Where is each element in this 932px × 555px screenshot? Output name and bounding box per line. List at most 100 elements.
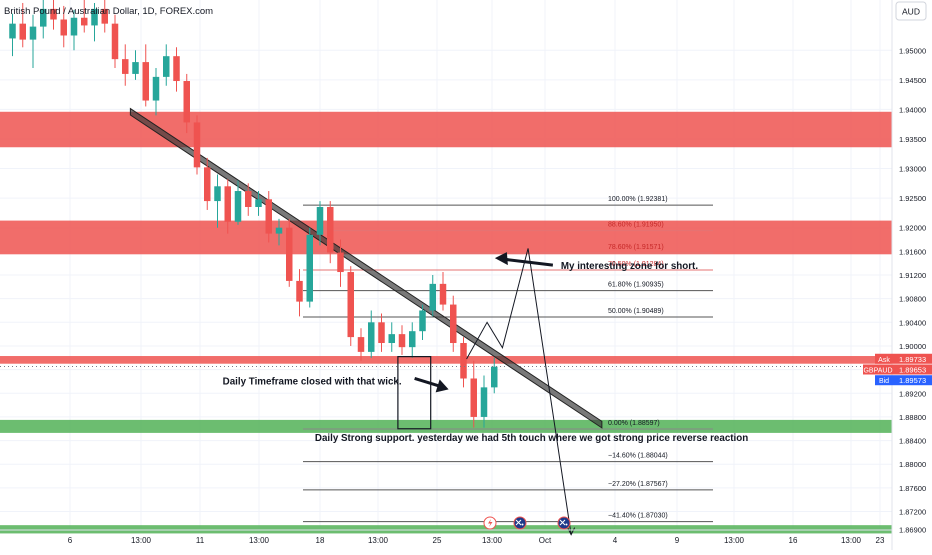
x-tick-label: 23 [876,536,885,545]
bearish-candle [111,23,119,60]
bearish-candle [378,322,385,344]
y-tick-label: 1.87600 [899,484,926,493]
x-tick-label: 6 [68,536,73,545]
symbol-title: British Pound / Australian Dollar, 1D, F… [4,6,213,17]
y-tick-label: 1.88400 [899,437,926,446]
resistance-zone [0,356,892,364]
y-tick-label: 1.88800 [899,413,926,422]
bullish-candle [91,8,98,26]
candles [0,0,892,428]
bearish-candle [122,59,129,74]
bearish-candle [450,304,457,344]
x-tick-label: 18 [316,536,325,545]
bearish-candle [460,343,467,379]
bid-name-tag [875,375,893,386]
x-tick-label: 16 [789,536,798,545]
y-tick-label: 1.90800 [899,295,926,304]
annotation-text: Daily Timeframe closed with that wick. [223,376,402,387]
bullish-candle [152,76,160,101]
bullish-candle [316,206,324,235]
x-tick-label: 11 [196,536,205,545]
bullish-candle [40,8,47,27]
y-tick-label: 1.93000 [899,165,926,174]
y-tick-label: 1.89200 [899,389,926,398]
bearish-candle [439,283,447,305]
highlight-box [397,356,432,430]
resistance-zone [0,111,892,148]
bearish-candle [193,122,201,168]
bearish-candle [337,252,344,273]
x-tick-label: 13:00 [841,536,862,545]
fib-level-label: 70.50% (1.91284) [608,261,664,268]
bullish-candle [255,199,262,207]
support-zone [0,525,892,534]
x-tick-label: 25 [433,536,442,545]
x-tick-label: 13:00 [724,536,745,545]
bullish-candle [214,186,221,202]
currency-label: AUD [902,7,920,17]
fib-level-label: 88.60% (1.91950) [608,222,664,229]
australia-flag-icon[interactable] [513,516,527,530]
x-tick-label: 13:00 [249,536,270,545]
y-tick-label: 1.95000 [899,46,926,55]
annotation-arrowhead [435,379,449,393]
australia-flag-icon[interactable] [557,516,571,530]
bearish-candle [81,17,88,26]
bullish-candle [491,366,498,388]
bullish-candle [419,310,426,332]
bearish-candle [101,8,108,24]
last-name-label: GBPAUD [863,367,892,374]
y-tick-label: 1.94000 [899,105,926,114]
x-tick-label: 13:00 [131,536,152,545]
currency-selector[interactable]: AUD [895,1,927,21]
bearish-candle [286,227,293,281]
bearish-candle [357,337,365,352]
bearish-candle [204,167,211,202]
y-tick-label: 1.90000 [899,342,926,351]
bid-name-label: Bid [879,378,889,385]
fib-level-label: 50.00% (1.90489) [608,308,664,315]
bullish-candle [29,26,37,40]
bearish-candle [245,191,252,207]
fib-level-label: 0.00% (1.88597) [608,420,660,427]
x-tick-label: 13:00 [368,536,389,545]
x-tick-label: 4 [613,536,618,545]
last-price-label: 1.89653 [899,365,926,374]
annotation-text: My interesting zone for short. [561,261,698,272]
annotation-text: Daily Strong support. yesterday we had 5… [315,433,748,444]
dividend-event-icon[interactable] [483,516,497,530]
fib-level-label: −41.40% (1.87030) [608,513,668,520]
bullish-candle [306,234,313,302]
bullish-candle [480,387,488,417]
annotation-arrow [502,257,554,267]
fib-level-label: 61.80% (1.90935) [608,282,664,289]
bullish-candle [409,331,416,348]
x-tick-label: Oct [539,536,552,545]
bearish-candle [60,19,67,36]
x-tick-label: 13:00 [482,536,503,545]
y-tick-label: 1.92500 [899,194,926,203]
bid-price-tag [893,375,932,386]
resistance-zone [0,220,892,255]
fib-level-label: −27.20% (1.87567) [608,481,668,488]
y-tick-label: 1.86900 [899,525,926,534]
last-name-tag [863,364,893,375]
bullish-candle [388,334,395,344]
bearish-candle [470,378,477,417]
bearish-candle [327,206,334,253]
currency-button[interactable] [895,1,927,21]
bearish-candle [19,23,26,40]
bullish-candle [132,62,139,74]
bullish-candle [70,17,78,36]
bearish-candle [142,62,149,101]
y-tick-label: 1.92000 [899,224,926,233]
annotation-arrowhead [494,252,508,266]
bullish-candle [429,283,436,311]
bearish-candle [398,334,406,348]
bearish-candle [50,8,57,20]
bearish-candle [224,186,231,222]
bearish-candle [347,272,354,338]
bullish-candle [275,227,283,234]
